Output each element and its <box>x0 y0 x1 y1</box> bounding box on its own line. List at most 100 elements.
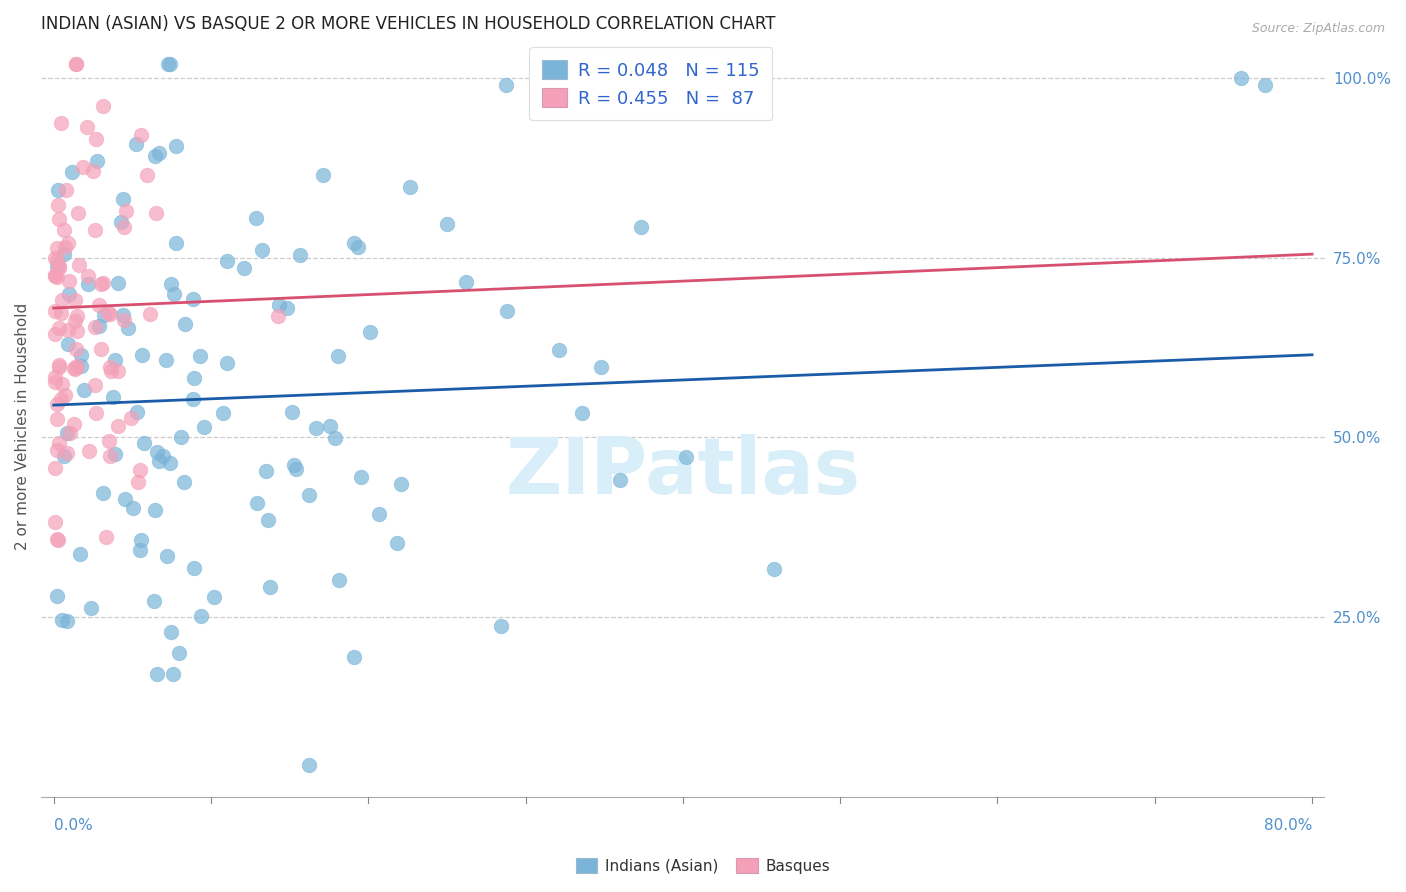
Point <box>328 573 350 587</box>
Point <box>152 449 174 463</box>
Point <box>80 601 103 615</box>
Point <box>125 136 148 151</box>
Point <box>44 327 66 342</box>
Point <box>86 154 108 169</box>
Point <box>48 183 70 197</box>
Point <box>84 223 107 237</box>
Point <box>159 56 181 70</box>
Point <box>143 149 166 163</box>
Point <box>367 507 389 521</box>
Point <box>76 120 98 135</box>
Point <box>51 377 73 392</box>
Point <box>65 56 87 70</box>
Point <box>56 445 79 459</box>
Point <box>51 306 73 320</box>
Point <box>46 411 69 425</box>
Point <box>45 259 67 273</box>
Point <box>87 298 110 312</box>
Point <box>44 375 66 389</box>
Point <box>571 406 593 420</box>
Point <box>128 542 150 557</box>
Point <box>53 449 76 463</box>
Point <box>609 473 631 487</box>
Point <box>143 502 166 516</box>
Point <box>77 268 100 283</box>
Point <box>305 421 328 435</box>
Point <box>45 253 67 268</box>
Point <box>165 139 187 153</box>
Point <box>259 580 281 594</box>
Point <box>58 287 80 301</box>
Point <box>136 168 159 182</box>
Point <box>389 476 412 491</box>
Point <box>112 192 135 206</box>
Point <box>138 307 160 321</box>
Point <box>46 533 69 547</box>
Point <box>51 116 73 130</box>
Point <box>55 183 77 197</box>
Point <box>48 358 70 372</box>
Point <box>436 217 458 231</box>
Point <box>66 359 89 374</box>
Point <box>46 241 69 255</box>
Point <box>145 445 167 459</box>
Point <box>489 619 512 633</box>
Point <box>73 383 96 397</box>
Text: ZIPatlas: ZIPatlas <box>505 434 860 510</box>
Point <box>156 56 179 70</box>
Point <box>48 321 70 335</box>
Point <box>167 646 190 660</box>
Point <box>174 317 197 331</box>
Text: 0.0%: 0.0% <box>53 819 93 833</box>
Legend: Indians (Asian), Basques: Indians (Asian), Basques <box>569 852 837 880</box>
Point <box>46 197 69 211</box>
Point <box>44 268 66 283</box>
Point <box>183 392 205 406</box>
Point <box>312 168 335 182</box>
Point <box>76 277 98 291</box>
Point <box>93 308 115 322</box>
Point <box>145 206 167 220</box>
Point <box>110 215 132 229</box>
Point <box>548 343 571 358</box>
Point <box>160 624 183 639</box>
Point <box>53 240 76 254</box>
Point <box>183 560 205 574</box>
Point <box>343 235 366 250</box>
Point <box>91 485 114 500</box>
Point <box>763 562 786 576</box>
Point <box>160 277 183 292</box>
Point <box>146 667 169 681</box>
Point <box>104 447 127 461</box>
Point <box>98 359 121 374</box>
Point <box>148 146 170 161</box>
Point <box>48 360 70 375</box>
Point <box>156 549 179 563</box>
Point <box>254 464 277 478</box>
Point <box>114 492 136 507</box>
Point <box>70 347 93 361</box>
Point <box>117 321 139 335</box>
Point <box>215 356 238 370</box>
Point <box>91 99 114 113</box>
Point <box>62 360 84 375</box>
Point <box>215 254 238 268</box>
Point <box>90 277 112 291</box>
Point <box>245 211 267 225</box>
Point <box>46 443 69 458</box>
Point <box>45 269 67 284</box>
Point <box>495 78 517 92</box>
Legend: R = 0.048   N = 115, R = 0.455   N =  87: R = 0.048 N = 115, R = 0.455 N = 87 <box>529 47 772 120</box>
Point <box>65 56 87 70</box>
Point <box>129 533 152 547</box>
Point <box>281 405 304 419</box>
Point <box>44 268 66 282</box>
Point <box>159 456 181 470</box>
Point <box>143 594 166 608</box>
Point <box>90 342 112 356</box>
Point <box>58 275 80 289</box>
Point <box>45 590 67 604</box>
Point <box>66 324 89 338</box>
Point <box>285 462 308 476</box>
Point <box>82 164 104 178</box>
